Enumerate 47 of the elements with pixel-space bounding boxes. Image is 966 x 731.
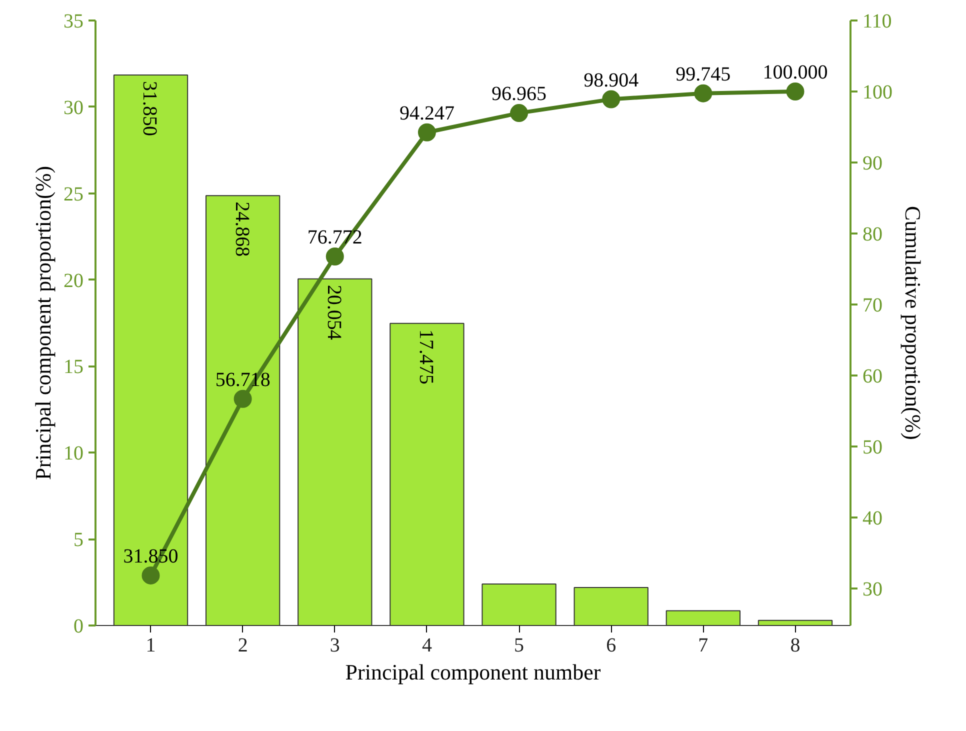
data-label: 31.850 xyxy=(123,545,178,568)
point xyxy=(510,104,528,122)
x-axis-title: Principal component number xyxy=(345,660,602,684)
x-tick-label: 7 xyxy=(698,634,708,656)
x-tick-label: 6 xyxy=(606,634,616,656)
y2-tick-label: 90 xyxy=(862,152,882,175)
point xyxy=(142,566,160,584)
data-label: 99.745 xyxy=(676,63,731,86)
y2-tick-label: 80 xyxy=(862,224,882,246)
y2-tick-label: 100 xyxy=(862,82,892,104)
y-axis-title: Principal component proportion(%) xyxy=(30,166,56,480)
x-tick-label: 5 xyxy=(514,634,524,656)
data-label: 24.868 xyxy=(230,202,253,257)
point xyxy=(694,84,712,102)
point xyxy=(418,123,436,142)
data-label: 94.247 xyxy=(399,102,454,124)
x-tick-label: 2 xyxy=(238,634,248,656)
y2-tick-label: 40 xyxy=(862,508,882,530)
y-tick-label: 15 xyxy=(64,356,84,378)
data-label: 56.718 xyxy=(215,368,270,391)
x-tick-label: 8 xyxy=(790,634,800,656)
data-label: 98.904 xyxy=(584,69,639,92)
y2-tick-label: 110 xyxy=(862,10,892,32)
y2-axis-title: Cumulative proportion(%) xyxy=(900,206,926,440)
x-tick-label: 1 xyxy=(146,634,156,656)
y-tick-label: 5 xyxy=(74,529,84,552)
y2-tick-label: 60 xyxy=(862,366,882,388)
point xyxy=(234,390,252,408)
y-tick-label: 10 xyxy=(64,442,84,465)
y-tick-label: 30 xyxy=(64,96,84,119)
data-label: 20.054 xyxy=(322,284,345,340)
data-label: 17.475 xyxy=(414,329,437,384)
y-tick-label: 35 xyxy=(64,10,84,32)
y-tick-label: 0 xyxy=(74,616,84,638)
y2-tick-label: 50 xyxy=(862,436,882,459)
y2-tick-label: 30 xyxy=(862,578,882,601)
point xyxy=(786,82,804,100)
point xyxy=(602,90,620,108)
y-tick-label: 25 xyxy=(64,183,84,206)
y-tick-label: 20 xyxy=(64,270,84,292)
y2-tick-label: 70 xyxy=(862,294,882,317)
x-tick-label: 3 xyxy=(330,634,340,656)
data-label: 100.000 xyxy=(762,62,828,84)
point xyxy=(326,247,344,266)
data-label: 31.850 xyxy=(138,80,161,136)
x-tick-label: 4 xyxy=(422,634,432,656)
data-label: 96.965 xyxy=(492,83,547,106)
